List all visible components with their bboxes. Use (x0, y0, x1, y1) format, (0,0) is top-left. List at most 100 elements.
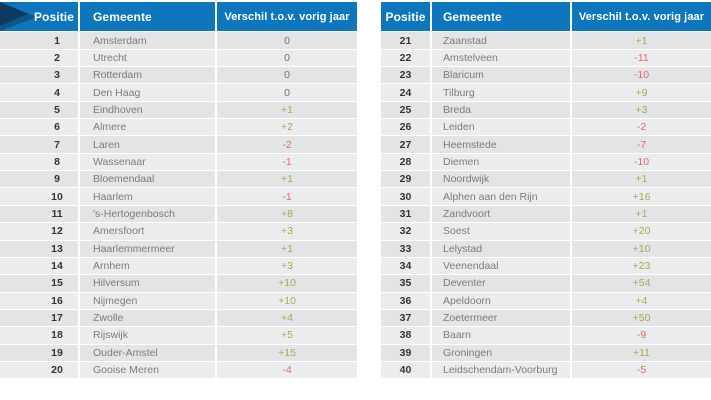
municipality-cell: Apeldoorn (432, 292, 572, 309)
table-row: 8 Wassenaar -1 (0, 153, 357, 172)
municipality-cell: Eindhoven (80, 101, 217, 119)
table-row: 1 Amsterdam 0 (0, 32, 357, 50)
table-row: 34 Veenendaal +23 (381, 257, 711, 276)
position-cell: 36 (381, 292, 432, 309)
difference-cell: +23 (632, 260, 651, 273)
municipality-cell: Tilburg (432, 84, 572, 101)
municipality-cell: Wassenaar (80, 153, 217, 171)
position-cell: 34 (381, 257, 432, 275)
table-row: 11's-Hertogenbosch +8 (0, 205, 357, 224)
table-row: 33 Lelystad +10 (381, 240, 711, 258)
table-row: 28 Diemen -10 (381, 153, 711, 172)
table-row: 13 Haarlemmermeer +1 (0, 240, 357, 258)
table-row: 12 Amersfoort +3 (0, 223, 357, 241)
municipality-cell: Breda (432, 101, 572, 119)
difference-cell: 0 (284, 51, 290, 64)
position-cell: 7 (0, 136, 80, 153)
municipality-cell: Amstelveen (432, 49, 572, 67)
table-row: 21 Zaanstad +1 (381, 32, 711, 50)
table-row: 17 Zwolle +4 (0, 309, 357, 328)
municipality-cell: Deventer (432, 275, 572, 292)
difference-cell: +50 (632, 312, 651, 325)
table-row: 14 Arnhem +3 (0, 257, 357, 276)
position-cell: 19 (0, 344, 80, 361)
table-row: 4 Den Haag 0 (0, 84, 357, 102)
difference-cell: +1 (281, 242, 293, 255)
position-cell: 37 (381, 309, 432, 327)
column-header-gemeente: Gemeente (432, 2, 572, 31)
position-cell: 15 (0, 275, 80, 292)
difference-cell: +4 (281, 312, 293, 325)
municipality-cell: Utrecht (80, 49, 217, 67)
difference-cell: +15 (278, 346, 296, 359)
corner-fold-decoration-icon (0, 2, 37, 31)
difference-cell: -10 (633, 69, 650, 82)
difference-cell: -1 (282, 155, 292, 168)
table-row: 20 Gooise Meren -4 (0, 361, 357, 380)
municipality-cell: Lelystad (432, 240, 572, 257)
position-cell: 16 (0, 292, 80, 309)
municipality-cell: Soest (432, 223, 572, 240)
position-cell: 5 (0, 101, 80, 119)
difference-cell: -4 (282, 364, 292, 377)
difference-cell: +1 (635, 34, 648, 47)
table-row: 26 Leiden -2 (381, 119, 711, 137)
position-cell: 13 (0, 240, 80, 257)
municipality-cell: Rotterdam (80, 67, 217, 84)
difference-cell: -9 (636, 329, 647, 342)
position-cell: 9 (0, 171, 80, 188)
table-row: 3 Rotterdam 0 (0, 67, 357, 85)
difference-cell: -1 (282, 190, 292, 203)
municipality-cell: Almere (80, 119, 217, 136)
position-cell: 23 (381, 67, 432, 84)
municipality-cell: Zwolle (80, 309, 217, 327)
table-row: 9 Bloemendaal +1 (0, 171, 357, 189)
table-row: 15 Hilversum +10 (0, 275, 357, 293)
table-row: 29 Noordwijk +1 (381, 171, 711, 189)
position-cell: 11 (0, 205, 80, 223)
position-cell: 18 (0, 327, 80, 344)
position-cell: 27 (381, 136, 432, 153)
municipality-cell: Heemstede (432, 136, 572, 153)
municipality-cell: Den Haag (80, 84, 217, 101)
position-cell: 38 (381, 327, 432, 344)
position-cell: 24 (381, 84, 432, 101)
municipality-cell: Blaricum (432, 67, 572, 84)
table-row: 32 Soest +20 (381, 223, 711, 241)
position-cell: 4 (0, 84, 80, 101)
table-row: 30 Alphen aan den Rijn +16 (381, 188, 711, 206)
difference-cell: +11 (632, 346, 651, 359)
municipality-cell: Haarlemmermeer (80, 240, 217, 257)
municipality-cell: Diemen (432, 153, 572, 171)
position-cell: 28 (381, 153, 432, 171)
difference-cell: +16 (632, 190, 651, 203)
municipality-cell: Baarn (432, 327, 572, 344)
table-row: 27 Heemstede -7 (381, 136, 711, 154)
table-row: 39 Groningen +11 (381, 344, 711, 362)
municipality-cell: Leiden (432, 119, 572, 136)
municipality-cell: Alphen aan den Rijn (432, 188, 572, 205)
table-row: 35 Deventer +54 (381, 275, 711, 293)
difference-cell: +8 (281, 208, 293, 220)
difference-cell: +9 (635, 86, 648, 99)
position-cell: 40 (381, 361, 432, 379)
municipality-cell: Laren (80, 136, 217, 153)
position-cell: 1 (0, 32, 80, 49)
difference-cell: +1 (281, 173, 293, 186)
difference-cell: 0 (284, 69, 290, 82)
difference-cell: -5 (636, 364, 647, 377)
difference-cell: 0 (284, 34, 290, 47)
table-row: 37 Zoetermeer +50 (381, 309, 711, 328)
table-row: 16 Nijmegen +10 (0, 292, 357, 310)
difference-cell: +3 (635, 103, 648, 116)
difference-cell: +10 (278, 294, 296, 307)
difference-cell: -2 (636, 121, 647, 134)
municipality-cell: Gooise Meren (80, 361, 217, 379)
position-cell: 22 (381, 49, 432, 67)
position-cell: 25 (381, 101, 432, 119)
position-cell: 26 (381, 119, 432, 136)
column-header-gemeente: Gemeente (80, 2, 217, 31)
difference-cell: +1 (635, 173, 648, 186)
municipality-cell: Noordwijk (432, 171, 572, 188)
difference-cell: 0 (284, 86, 290, 99)
